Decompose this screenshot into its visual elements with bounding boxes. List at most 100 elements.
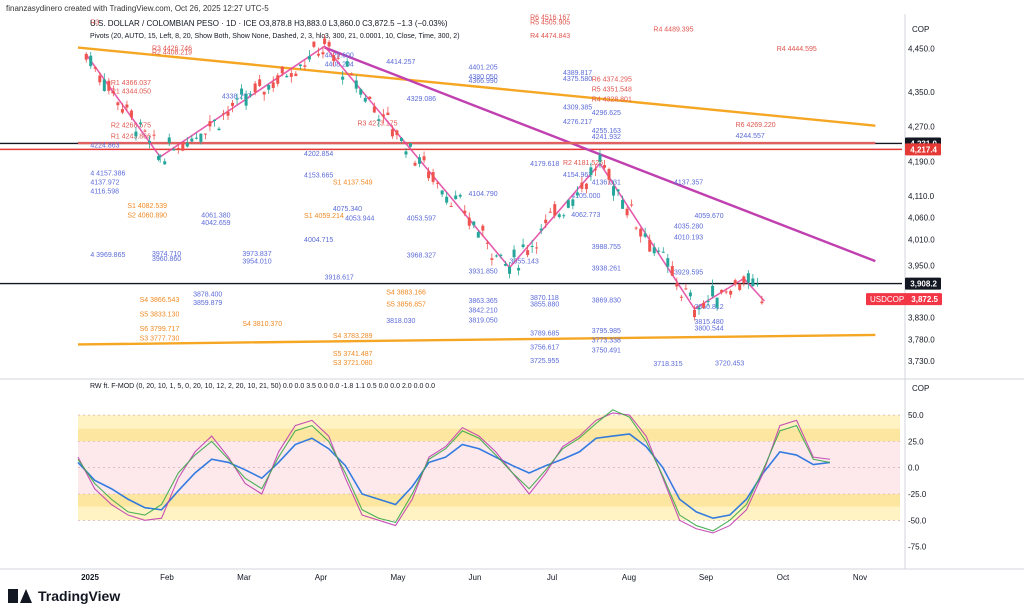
- candle-body: [221, 113, 225, 115]
- pivot-label: 4338.297: [222, 93, 251, 100]
- price-tick-label: 4,350.0: [908, 88, 935, 97]
- candle-body: [240, 88, 244, 95]
- candle-body: [158, 155, 162, 157]
- candle-body: [267, 85, 271, 90]
- pivot-label: S4 3783.289: [333, 333, 373, 340]
- candle-body: [422, 156, 426, 161]
- candle-body: [526, 250, 530, 256]
- candle-body: [332, 55, 336, 61]
- pivot-label: S4 3883.166: [386, 290, 426, 297]
- pivot-label: 4010.193: [674, 234, 703, 241]
- pivot-label: 4408.204: [325, 62, 354, 69]
- candle-body: [307, 56, 311, 60]
- pivot-label: R1 4243.866: [111, 134, 151, 141]
- candle-body: [152, 134, 156, 136]
- price-badge-label: 4,217.4: [910, 145, 937, 154]
- pivot-label: 4296.625: [592, 110, 621, 117]
- pivot-label: 4137.357: [674, 179, 703, 186]
- candle-body: [226, 111, 230, 116]
- candle-body: [634, 227, 638, 229]
- price-tick-label: 3,780.0: [908, 335, 935, 344]
- pivot-label: 4116.598: [90, 188, 119, 195]
- candle-body: [463, 210, 467, 214]
- pivot-label: 4 3969.865: [90, 252, 125, 259]
- pivot-label: 4375.580: [563, 76, 592, 83]
- pivot-label: 4053.944: [345, 216, 374, 223]
- time-tick-label: Jun: [469, 573, 482, 582]
- candle-body: [630, 204, 634, 206]
- time-tick-label: Oct: [777, 573, 790, 582]
- pivot-label: 3863.365: [468, 298, 497, 305]
- candle-body: [390, 129, 394, 137]
- price-tick-label: 3,730.0: [908, 357, 935, 366]
- candle-body: [294, 73, 298, 77]
- candle-body: [280, 66, 284, 74]
- footer-brand: TradingView: [38, 588, 121, 604]
- candle-body: [661, 251, 665, 253]
- candle-body: [408, 143, 412, 147]
- pivot-label: R4 4444.595: [777, 46, 817, 53]
- candle-body: [751, 278, 755, 287]
- candle-body: [445, 196, 449, 203]
- pivot-label: 3818.030: [386, 318, 415, 325]
- candle-body: [84, 53, 88, 60]
- pivot-label: 3968.327: [407, 253, 436, 260]
- pivot-label: 3756.617: [530, 345, 559, 352]
- pivot-label: R2 4408.219: [152, 49, 192, 56]
- pivot-label: 3973.837: [242, 251, 271, 258]
- pivot-label: R1 4366.037: [111, 80, 151, 87]
- price-tick-label: 3,950.0: [908, 261, 935, 270]
- candle-body: [530, 245, 534, 247]
- candle-body: [598, 160, 602, 162]
- pivot-label: 4004.715: [304, 237, 333, 244]
- oscillator-series-line: [77, 433, 831, 520]
- candle-body: [350, 73, 354, 76]
- pivot-label: S3 3777.730: [140, 336, 180, 343]
- candle-body: [386, 112, 390, 116]
- pivot-label: R6 4374.295: [592, 76, 632, 83]
- candle-body: [755, 283, 759, 285]
- candle-body: [670, 266, 674, 276]
- candle-body: [481, 225, 485, 231]
- pivot-label: 4035.280: [674, 224, 703, 231]
- time-tick-label: Sep: [699, 573, 714, 582]
- price-tick-label: 4,270.0: [908, 123, 935, 132]
- pivot-label: 3773.338: [592, 337, 621, 344]
- price-tick-label: 4,190.0: [908, 157, 935, 166]
- candle-body: [244, 93, 248, 106]
- pivot-label: 4053.597: [407, 216, 436, 223]
- pivot-label: 3955.143: [510, 258, 539, 265]
- candle-body: [458, 194, 462, 197]
- candle-body: [688, 292, 692, 297]
- time-tick-label: Aug: [622, 573, 636, 582]
- candle-body: [285, 75, 289, 78]
- pivot-label: 3819.050: [468, 317, 497, 324]
- pivot-label: R2 4268.575: [111, 122, 151, 129]
- candle-body: [89, 55, 93, 67]
- pivot-label: 3869.830: [592, 297, 621, 304]
- oscillator-band: [78, 494, 900, 507]
- price-tick-label: 4,060.0: [908, 214, 935, 223]
- candle-body: [657, 250, 661, 252]
- candle-body: [363, 97, 367, 102]
- candle-body: [517, 267, 521, 271]
- candle-body: [562, 215, 566, 217]
- pivot-label: S5 3856.857: [386, 301, 426, 308]
- pivot-label: R6 4269.220: [736, 122, 776, 129]
- oscillator-tick-label: -75.0: [908, 543, 927, 552]
- candle-body: [395, 130, 399, 136]
- price-tick-label: 4,450.0: [908, 44, 935, 53]
- pivot-label: R3: [90, 20, 99, 27]
- oscillator-axis-currency: COP: [912, 384, 929, 393]
- candle-body: [593, 169, 597, 171]
- candle-body: [372, 106, 376, 113]
- pivot-label: 3725.955: [530, 358, 559, 365]
- oscillator-tick-label: -25.0: [908, 490, 927, 499]
- candle-body: [176, 148, 180, 150]
- candle-body: [720, 289, 724, 293]
- candle-body: [327, 41, 331, 47]
- candle-body: [679, 296, 683, 298]
- price-badge: [905, 143, 941, 156]
- pivot-label: 4414.257: [386, 59, 415, 66]
